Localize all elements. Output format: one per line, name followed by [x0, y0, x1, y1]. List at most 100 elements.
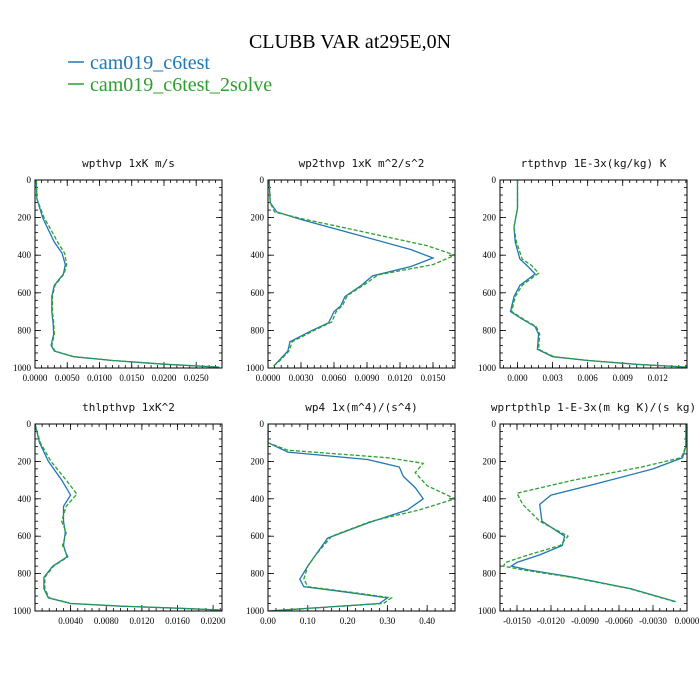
panel-title: wp2thvp 1xK m^2/s^2	[299, 157, 425, 170]
legend-label-2: cam019_c6test_2solve	[90, 74, 272, 96]
x-tick-label: -0.0030	[639, 616, 667, 626]
y-tick-label: 600	[251, 288, 265, 298]
x-tick-label: 0.0080	[94, 616, 119, 626]
y-tick-label: 400	[18, 250, 32, 260]
x-tick-label: 0.10	[300, 616, 316, 626]
y-tick-label: 400	[251, 250, 265, 260]
x-tick-label: 0.003	[542, 373, 563, 383]
x-tick-label: 0.0000	[256, 373, 281, 383]
y-tick-label: 0	[492, 419, 497, 429]
x-tick-label: -0.0090	[571, 616, 599, 626]
y-tick-label: 200	[18, 456, 32, 466]
y-tick-label: 800	[18, 325, 32, 335]
x-tick-label: 0.30	[379, 616, 395, 626]
y-tick-label: 600	[18, 531, 32, 541]
x-tick-label: 0.0160	[165, 616, 190, 626]
series-line-2	[268, 180, 455, 367]
y-tick-label: 0	[27, 175, 32, 185]
y-tick-label: 1000	[13, 606, 32, 616]
series-line-1	[509, 424, 687, 603]
panel-4: thlpthvp 1xK^2 0.0040 0.0080 0.0120 0.0160 0.…	[13, 401, 226, 626]
figure-title: CLUBB VAR at295E,0N	[249, 31, 451, 53]
y-tick-label: 400	[483, 494, 497, 504]
x-tick-label: 0.0200	[201, 616, 226, 626]
series-line-2	[268, 424, 455, 611]
x-tick-label: 0.0120	[129, 616, 154, 626]
x-tick-label: 0.0050	[55, 373, 80, 383]
x-tick-label: 0.0150	[421, 373, 446, 383]
y-tick-label: 1000	[478, 606, 497, 616]
x-tick-label: 0.20	[340, 616, 356, 626]
y-tick-label: 1000	[13, 363, 32, 373]
y-tick-label: 800	[18, 569, 32, 579]
plot-frame	[34, 423, 223, 612]
x-tick-label: 0.0150	[119, 373, 144, 383]
panel-2: wp2thvp 1xK m^2/s^2 0.0000 0.0030 0.0060 0.0…	[246, 157, 456, 383]
y-tick-label: 800	[251, 325, 265, 335]
plot-frame	[499, 423, 688, 612]
y-tick-label: 400	[251, 494, 265, 504]
y-tick-label: 600	[251, 531, 265, 541]
x-tick-label: 0.0040	[58, 616, 83, 626]
x-tick-label: -0.0060	[605, 616, 633, 626]
y-tick-label: 0	[27, 419, 32, 429]
y-tick-label: 0	[260, 175, 265, 185]
panel-5: wp4 1x(m^4)/(s^4) 0.00 0.10 0.20 0.30 0.40 0 20…	[246, 401, 456, 626]
y-tick-label: 800	[483, 569, 497, 579]
x-tick-label: 0.0030	[289, 373, 314, 383]
y-tick-label: 1000	[246, 606, 265, 616]
series-line-2	[35, 180, 220, 368]
x-tick-label: 0.000	[507, 373, 528, 383]
y-tick-label: 1000	[246, 363, 265, 373]
panel-title: wp4 1x(m^4)/(s^4)	[305, 401, 418, 414]
series-line-2	[502, 424, 687, 603]
y-tick-label: 0	[492, 175, 497, 185]
y-tick-label: 800	[483, 325, 497, 335]
x-tick-label: 0.006	[578, 373, 599, 383]
x-tick-label: 0.0060	[322, 373, 347, 383]
x-tick-label: 0.0000	[23, 373, 48, 383]
panel-1: wpthvp 1xK m/s 0.0000 0.0050 0.0100 0.0150 0.…	[13, 157, 223, 383]
y-tick-label: 400	[18, 494, 32, 504]
panel-title: wpthvp 1xK m/s	[82, 157, 175, 170]
x-tick-label: 0.0100	[87, 373, 112, 383]
x-tick-label: 0.012	[648, 373, 668, 383]
plot-frame	[499, 179, 688, 369]
series-line-2	[35, 424, 222, 611]
x-tick-label: -0.0150	[503, 616, 531, 626]
plot-frame	[34, 179, 223, 369]
x-tick-label: 0.009	[613, 373, 634, 383]
x-tick-label: 0.0090	[355, 373, 380, 383]
y-tick-label: 600	[483, 288, 497, 298]
series-line-1	[268, 424, 425, 611]
panel-title: thlpthvp 1xK^2	[82, 401, 175, 414]
x-tick-label: 0.00	[260, 616, 276, 626]
panel-title: rtpthvp 1E-3x(kg/kg) K	[521, 157, 667, 170]
panel-grid: wpthvp 1xK m/s0.0000 0.0050 0.0100 0.0150 0.…	[13, 157, 700, 626]
x-tick-label: -0.0120	[537, 616, 565, 626]
x-tick-label: 0.40	[419, 616, 435, 626]
y-tick-label: 600	[18, 288, 32, 298]
y-tick-label: 0	[260, 419, 265, 429]
panel-6: wprtpthlp 1-E-3x(m kg K)/(s kg) -0.0150 -0…	[478, 401, 700, 626]
panel-title: wprtpthlp 1-E-3x(m kg K)/(s kg)	[491, 401, 696, 414]
plot-frame	[267, 423, 456, 612]
series-line-1	[35, 180, 219, 368]
plot-frame	[267, 179, 456, 369]
x-tick-label: 0.0250	[184, 373, 209, 383]
x-tick-label: 0.0200	[152, 373, 177, 383]
x-tick-label: 0.0120	[388, 373, 413, 383]
y-tick-label: 200	[483, 456, 497, 466]
legend-label-1: cam019_c6test	[90, 52, 210, 74]
legend: cam019_c6test cam019_c6test_2solve	[68, 52, 272, 96]
series-line-1	[268, 180, 435, 367]
y-tick-label: 200	[483, 213, 497, 223]
y-tick-label: 200	[18, 213, 32, 223]
y-tick-label: 600	[483, 531, 497, 541]
y-tick-label: 200	[251, 456, 265, 466]
y-tick-label: 800	[251, 569, 265, 579]
panel-3: rtpthvp 1E-3x(kg/kg) K 0.000 0.003 0.006 0.0…	[478, 157, 688, 383]
y-tick-label: 400	[483, 250, 497, 260]
y-tick-label: 200	[251, 213, 265, 223]
